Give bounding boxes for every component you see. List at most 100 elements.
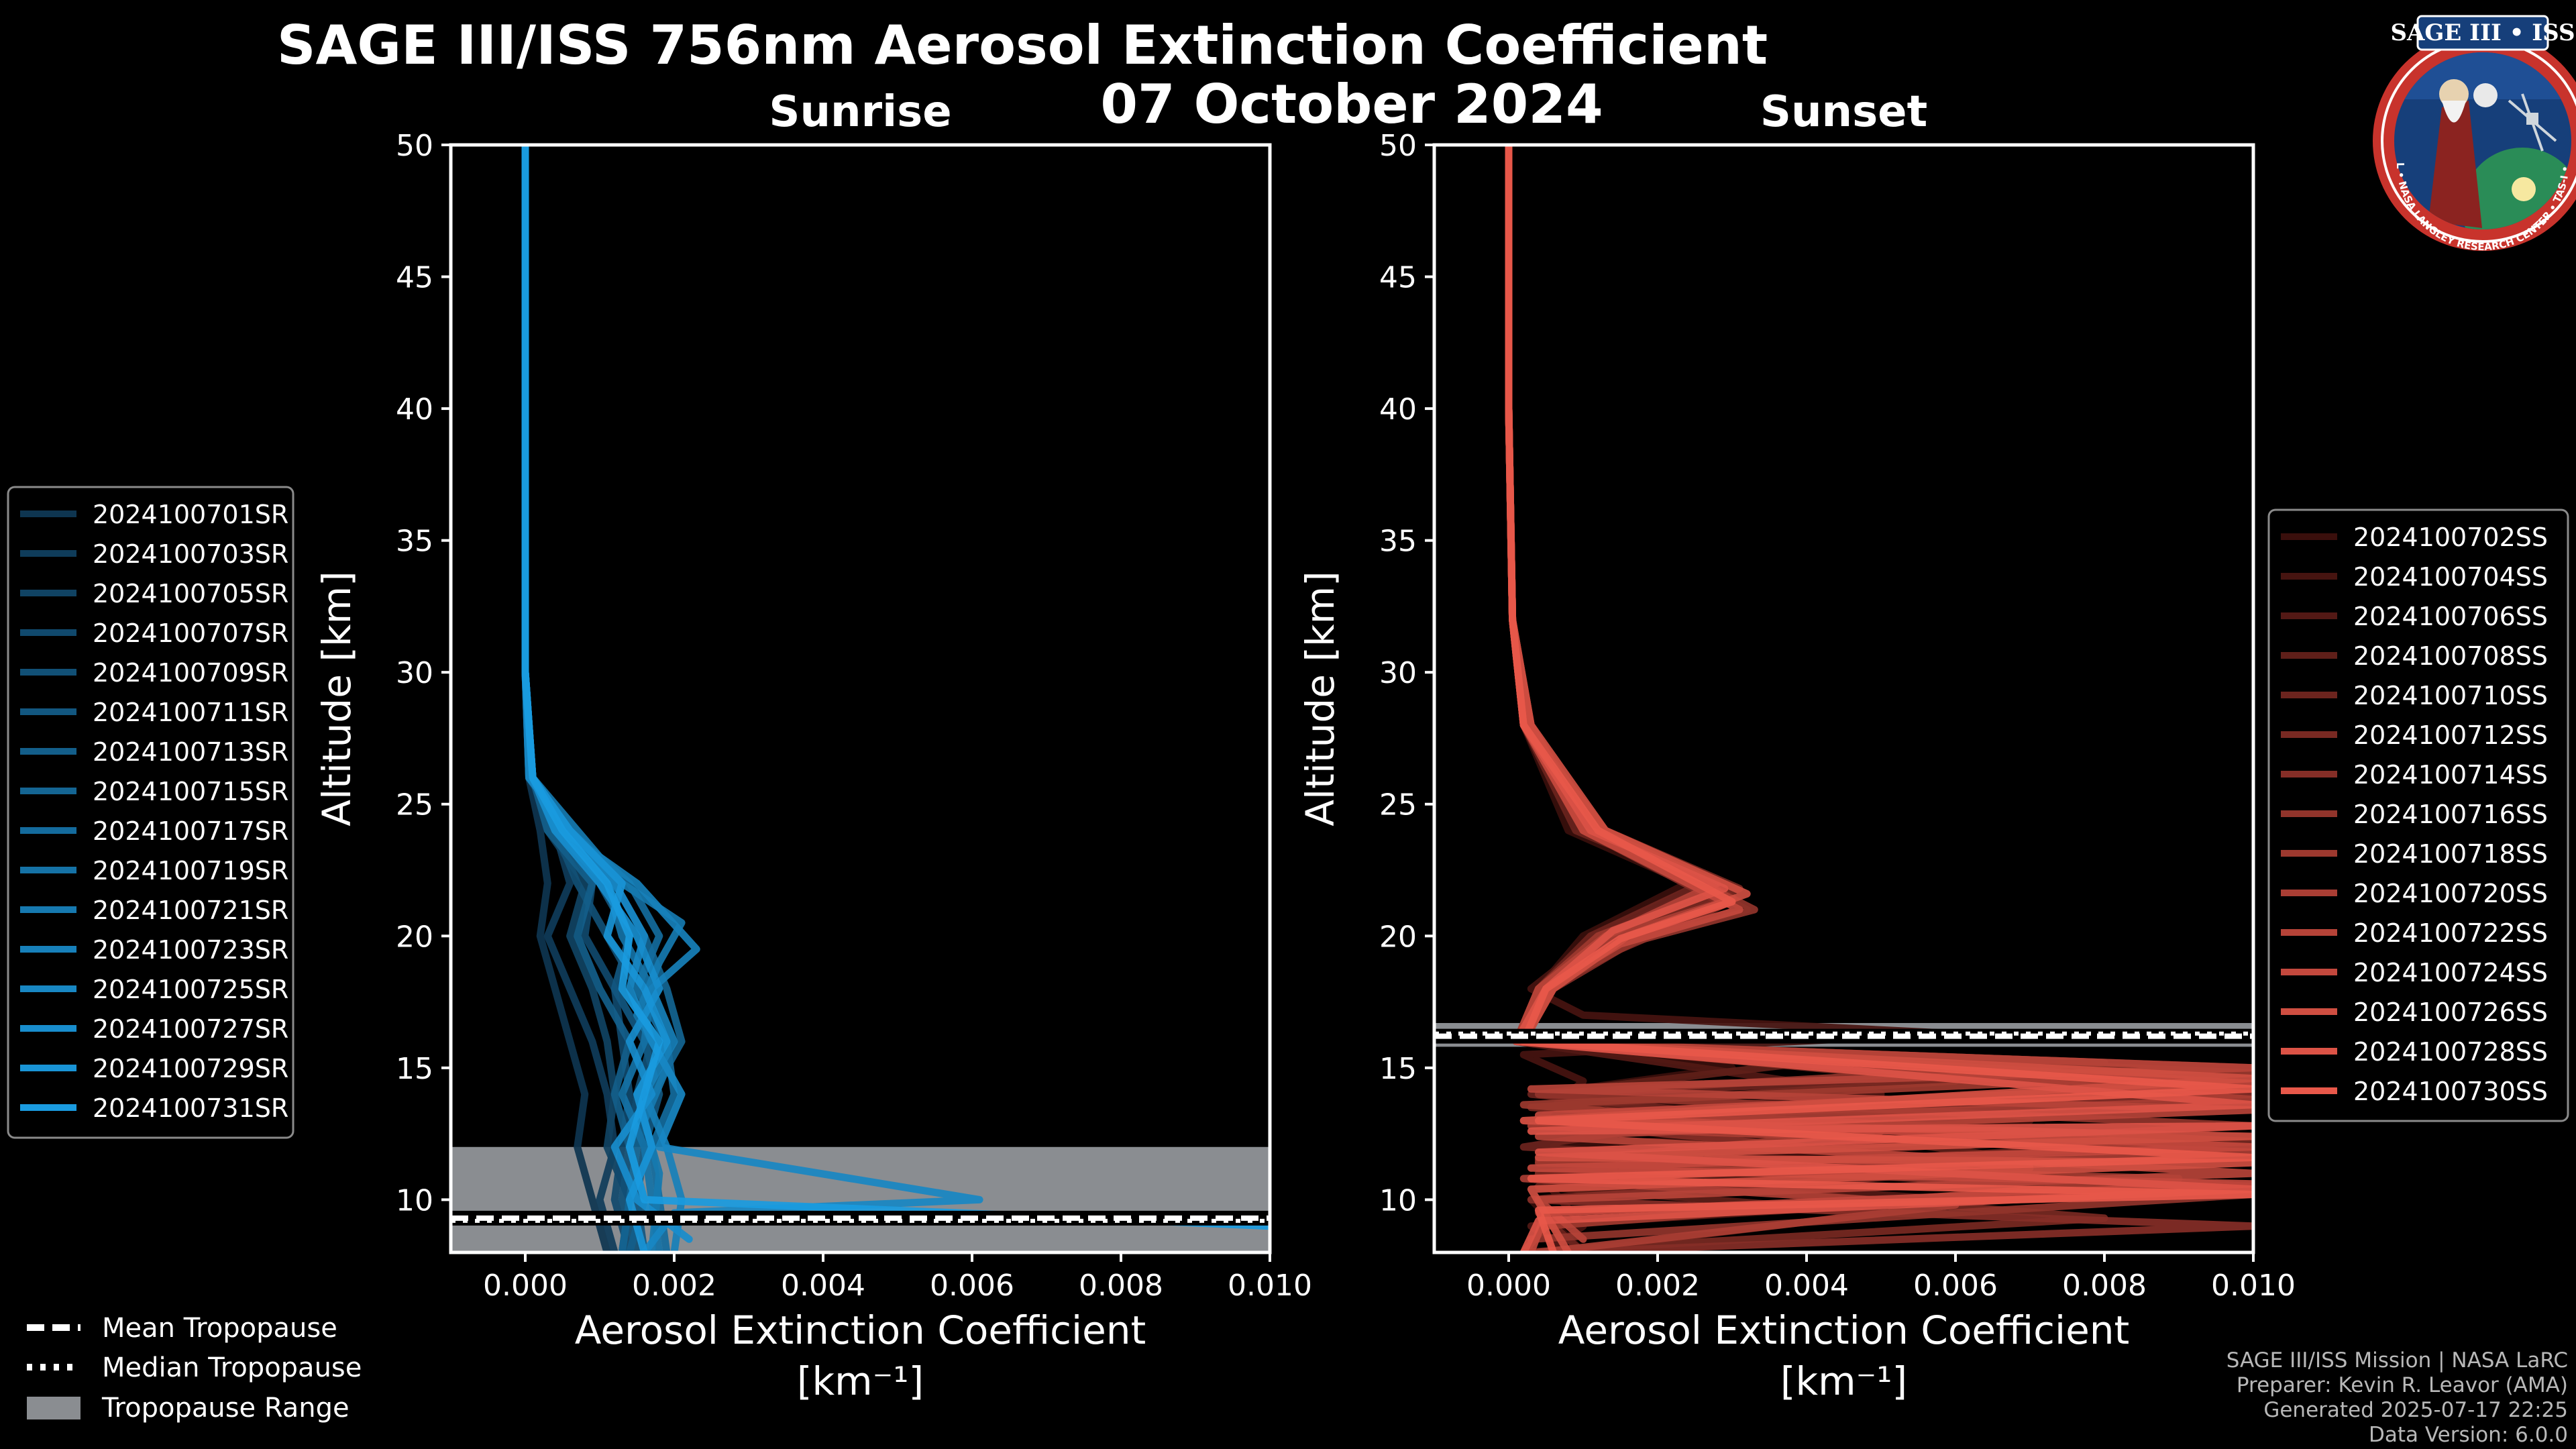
y-tick-label: 20 — [1379, 920, 1417, 954]
legend-box — [2267, 508, 2569, 1122]
space-station-icon — [2508, 93, 2557, 152]
y-tick-label: 10 — [396, 1183, 433, 1218]
x-tick-label: 0.006 — [930, 1269, 1014, 1303]
legend-item-label: 2024100709SR — [93, 658, 288, 688]
y-tick-label: 45 — [396, 261, 433, 295]
y-tick-label: 35 — [1379, 525, 1417, 559]
x-tick-label: 0.004 — [781, 1269, 865, 1303]
legend-item-label: 2024100728SS — [2353, 1037, 2548, 1067]
x-tick-label: 0.002 — [632, 1269, 716, 1303]
x-axis-unit: [km⁻¹] — [797, 1358, 924, 1404]
legend-item-label: 2024100730SS — [2353, 1077, 2548, 1106]
median-tropopause-label: Median Tropopause — [102, 1352, 362, 1383]
legend-box — [7, 486, 294, 1139]
legend-item-label: 2024100729SR — [93, 1054, 288, 1083]
y-tick-label: 35 — [396, 525, 433, 559]
legend-item-label: 2024100701SR — [93, 500, 288, 529]
legend-item-label: 2024100725SR — [93, 975, 288, 1004]
legend-item-label: 2024100719SR — [93, 856, 288, 885]
y-tick-label: 25 — [1379, 788, 1417, 822]
y-tick-label: 30 — [396, 656, 433, 690]
earth-icon — [2462, 148, 2571, 229]
legend-item-label: 2024100706SS — [2353, 602, 2548, 631]
y-tick-label: 10 — [1379, 1183, 1417, 1218]
panel-subtitle: Sunrise — [769, 87, 951, 137]
x-tick-label: 0.000 — [483, 1269, 568, 1303]
tropopause-range-swatch — [27, 1397, 80, 1419]
legend-item-label: 2024100710SS — [2353, 681, 2548, 710]
legend-item-label: 2024100724SS — [2353, 958, 2548, 987]
moon-icon — [2473, 83, 2498, 107]
legend-item-label: 2024100707SR — [93, 619, 288, 648]
plot-frame — [449, 143, 1272, 1254]
legend-item-label: 2024100703SR — [93, 539, 288, 569]
legend-item-label: 2024100716SS — [2353, 800, 2548, 829]
legend-item-label: 2024100704SS — [2353, 562, 2548, 592]
figure-date: 07 October 2024 — [1100, 73, 1603, 136]
y-tick-label: 20 — [396, 920, 433, 954]
mean-tropopause-label: Mean Tropopause — [102, 1313, 337, 1344]
profile-line-2024100730SS — [1505, 145, 2253, 1252]
credit-line: Data Version: 6.0.0 — [2369, 1423, 2568, 1447]
legend-item-label: 2024100727SR — [93, 1014, 288, 1044]
x-axis-unit: [km⁻¹] — [1780, 1358, 1907, 1404]
legend-item-label: 2024100722SS — [2353, 918, 2548, 948]
y-axis-label: Altitude [km] — [1297, 571, 1343, 826]
x-tick-label: 0.010 — [2211, 1269, 2296, 1303]
y-tick-label: 15 — [396, 1052, 433, 1086]
credits: SAGE III/ISS Mission | NASA LaRC Prepare… — [2226, 1348, 2568, 1447]
legend-item-label: 2024100720SS — [2353, 879, 2548, 908]
legend-item-label: 2024100723SR — [93, 935, 288, 965]
series-group — [521, 145, 1270, 1252]
tropopause-range-label: Tropopause Range — [101, 1393, 350, 1424]
x-tick-label: 0.008 — [1079, 1269, 1163, 1303]
legend-item-label: 2024100721SR — [93, 896, 288, 925]
sunset-panel: 10 15 20 25 30 35 40 45 50 0.000 0.002 0.004 0.006 0.… — [1297, 87, 2296, 1404]
y-tick-label: 15 — [1379, 1052, 1417, 1086]
legend-item-label: 2024100712SS — [2353, 720, 2548, 750]
legend-item-label: 2024100713SR — [93, 737, 288, 767]
legend-item-label: 2024100717SR — [93, 816, 288, 846]
y-tick-label: 25 — [396, 788, 433, 822]
legend-item-label: 2024100711SR — [93, 698, 288, 727]
credit-line: Generated 2025-07-17 22:25 — [2263, 1398, 2568, 1422]
y-tick-label: 40 — [1379, 392, 1417, 427]
x-tick-label: 0.004 — [1764, 1269, 1849, 1303]
profile-line-2024100731SR — [521, 145, 1270, 1230]
x-tick-label: 0.000 — [1466, 1269, 1551, 1303]
figure-title: SAGE III/ISS 756nm Aerosol Extinction Co… — [277, 14, 1768, 76]
figure-robe-icon — [2428, 101, 2482, 228]
legend-item-label: 2024100726SS — [2353, 998, 2548, 1027]
y-tick-label: 30 — [1379, 656, 1417, 690]
y-tick-label: 50 — [1379, 129, 1417, 163]
x-tick-label: 0.010 — [1228, 1269, 1312, 1303]
x-tick-label: 0.006 — [1913, 1269, 1998, 1303]
credit-line: Preparer: Kevin R. Leavor (AMA) — [2237, 1373, 2568, 1397]
logo-title: SAGE III • ISS — [2390, 19, 2575, 46]
credit-line: SAGE III/ISS Mission | NASA LaRC — [2226, 1348, 2568, 1373]
sunrise-panel: 10 15 20 25 30 35 40 45 50 0.000 0.002 0.004 0.006 0.… — [314, 87, 1312, 1404]
legend-item-label: 2024100731SR — [93, 1093, 288, 1123]
sun-icon — [2512, 177, 2536, 201]
y-axis-label: Altitude [km] — [314, 571, 360, 826]
series-group — [1505, 145, 2253, 1252]
legend-item-label: 2024100714SS — [2353, 760, 2548, 790]
legend-item-label: 2024100705SR — [93, 579, 288, 608]
y-tick-label: 50 — [396, 129, 433, 163]
x-axis-label: Aerosol Extinction Coefficient — [1558, 1307, 2130, 1353]
y-tick-label: 40 — [396, 392, 433, 427]
x-tick-label: 0.008 — [2062, 1269, 2147, 1303]
legend-item-label: 2024100702SS — [2353, 523, 2548, 552]
sunset-legend: 2024100702SS 2024100704SS 2024100706SS 2024… — [2267, 508, 2569, 1122]
legend-item-label: 2024100708SS — [2353, 641, 2548, 671]
legend-item-label: 2024100718SS — [2353, 839, 2548, 869]
sunrise-legend: 2024100701SR 2024100703SR 2024100705SR 2024… — [7, 486, 294, 1139]
panel-subtitle: Sunset — [1760, 87, 1927, 137]
tropopause-legend: Mean Tropopause Median Tropopause Tropop… — [27, 1313, 362, 1424]
plot-frame — [1432, 143, 2255, 1254]
x-tick-label: 0.002 — [1615, 1269, 1700, 1303]
y-tick-label: 45 — [1379, 261, 1417, 295]
legend-item-label: 2024100715SR — [93, 777, 288, 806]
